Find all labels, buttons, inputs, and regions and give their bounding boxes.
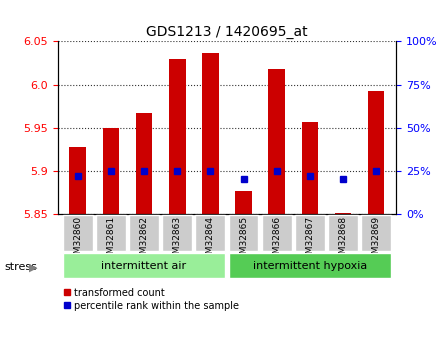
FancyBboxPatch shape	[96, 215, 126, 251]
FancyBboxPatch shape	[162, 215, 192, 251]
Bar	[103, 128, 119, 214]
Bar	[302, 122, 318, 214]
Text: GSM32862: GSM32862	[140, 216, 149, 265]
Text: GSM32866: GSM32866	[272, 216, 281, 265]
Bar	[169, 59, 186, 214]
FancyBboxPatch shape	[63, 253, 225, 278]
Text: GSM32865: GSM32865	[239, 216, 248, 265]
FancyBboxPatch shape	[328, 215, 358, 251]
FancyBboxPatch shape	[129, 215, 159, 251]
Text: GSM32869: GSM32869	[372, 216, 380, 265]
FancyBboxPatch shape	[195, 215, 225, 251]
Text: GSM32860: GSM32860	[73, 216, 82, 265]
FancyBboxPatch shape	[262, 215, 291, 251]
FancyBboxPatch shape	[295, 215, 325, 251]
Bar	[202, 52, 218, 214]
Text: intermittent air: intermittent air	[101, 261, 186, 270]
Bar	[136, 113, 152, 214]
FancyBboxPatch shape	[63, 215, 93, 251]
Text: GSM32864: GSM32864	[206, 216, 215, 265]
Bar	[235, 191, 252, 214]
Bar	[368, 91, 384, 214]
Text: ▶: ▶	[29, 263, 37, 272]
Text: intermittent hypoxia: intermittent hypoxia	[253, 261, 367, 270]
Text: stress: stress	[4, 263, 37, 272]
Legend: transformed count, percentile rank within the sample: transformed count, percentile rank withi…	[63, 288, 239, 311]
Text: GSM32863: GSM32863	[173, 216, 182, 265]
Title: GDS1213 / 1420695_at: GDS1213 / 1420695_at	[146, 25, 308, 39]
Text: GSM32867: GSM32867	[305, 216, 314, 265]
Text: GSM32868: GSM32868	[339, 216, 348, 265]
FancyBboxPatch shape	[229, 253, 391, 278]
FancyBboxPatch shape	[229, 215, 259, 251]
FancyBboxPatch shape	[361, 215, 391, 251]
Bar	[335, 213, 351, 214]
Text: GSM32861: GSM32861	[106, 216, 115, 265]
Bar	[268, 69, 285, 214]
Bar	[69, 147, 86, 214]
